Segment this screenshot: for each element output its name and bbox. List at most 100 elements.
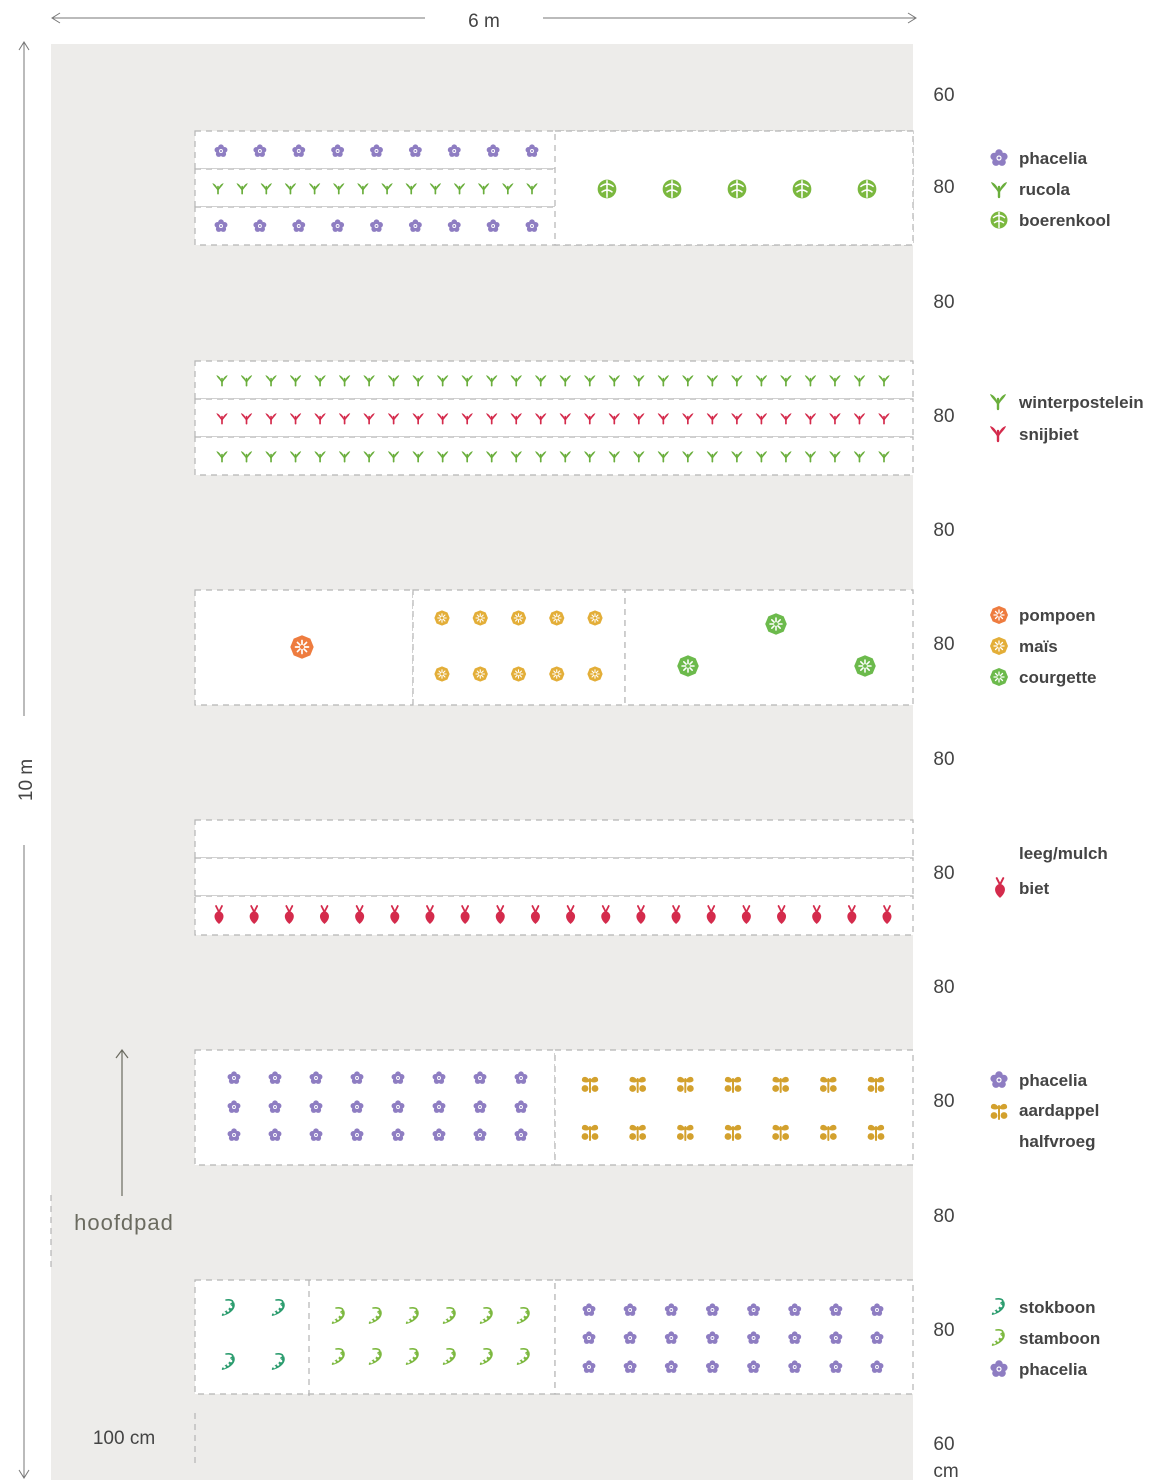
- pompoen-icon: [989, 605, 1009, 625]
- spacing-label: 80: [933, 749, 954, 770]
- spacing-label: 80: [933, 1320, 954, 1341]
- legend-label: phacelia: [1019, 1071, 1088, 1090]
- legend-label: phacelia: [1019, 149, 1088, 168]
- legend-item: phacelia: [990, 149, 1088, 168]
- spacing-label: 80: [933, 520, 954, 541]
- mais-icon: [510, 665, 527, 683]
- legend-label: phacelia: [1019, 1360, 1088, 1379]
- mais-icon: [548, 665, 565, 683]
- bed-section: [194, 436, 914, 476]
- legend-label: winterpostelein: [1018, 393, 1144, 412]
- spacing-label: 80: [933, 977, 954, 998]
- legend-item: phacelia: [990, 1360, 1088, 1379]
- legend-group-bed-5: phacelia aardappel halfvroeg: [989, 1071, 1099, 1151]
- boerenkool-icon: [726, 178, 748, 200]
- pompoen-icon: [289, 634, 315, 660]
- boerenkool-icon: [661, 178, 683, 200]
- legend-label: leeg/mulch: [1019, 844, 1108, 863]
- spacing-label: 80: [933, 1206, 954, 1227]
- mais-icon: [433, 609, 451, 627]
- legend-label: courgette: [1019, 668, 1096, 687]
- bed-section: [412, 589, 626, 706]
- height-label: 10 m: [16, 759, 37, 801]
- courgette-icon: [989, 667, 1009, 687]
- mais-icon: [989, 636, 1009, 656]
- bed-section: [194, 819, 914, 859]
- legend-group-bed-3: pompoen maïs courgette: [989, 605, 1096, 687]
- courgette-icon: [764, 612, 788, 636]
- legend-label: rucola: [1019, 180, 1071, 199]
- main-path-label: hoofdpad: [74, 1210, 174, 1235]
- bed-section: [194, 895, 914, 936]
- unit-label: cm: [933, 1461, 958, 1482]
- spacing-label: 80: [933, 1091, 954, 1112]
- boerenkool-icon: [791, 178, 813, 200]
- phacelia-icon: [990, 1360, 1008, 1377]
- legend-label: maïs: [1019, 637, 1058, 656]
- legend-item: leeg/mulch: [1019, 844, 1108, 863]
- legend-label: biet: [1019, 879, 1050, 898]
- legend-label: boerenkool: [1019, 211, 1111, 230]
- legend-item: boerenkool: [989, 210, 1111, 230]
- legend-item: courgette: [989, 667, 1096, 687]
- legend-item: pompoen: [989, 605, 1096, 625]
- legend-item: maïs: [989, 636, 1058, 656]
- bed-section: [554, 1049, 914, 1166]
- legend-item: rucola: [989, 180, 1071, 199]
- bed-section: [194, 857, 914, 897]
- legend-label: stamboon: [1019, 1329, 1100, 1348]
- legend-item: biet: [993, 877, 1050, 899]
- legend-item: phacelia: [990, 1071, 1088, 1090]
- winterpostelein-icon: [988, 392, 1008, 411]
- spacing-label: 80: [933, 863, 954, 884]
- legend-group-bed-1: phacelia rucola boerenkool: [989, 149, 1111, 230]
- garden-ground: [51, 44, 913, 1480]
- legend-item: stamboon: [991, 1329, 1100, 1348]
- phacelia-icon: [990, 149, 1008, 166]
- courgette-icon: [853, 654, 877, 678]
- mais-icon: [586, 609, 604, 627]
- aardappel-icon: [989, 1102, 1009, 1120]
- legend-item: snijbiet: [988, 424, 1079, 444]
- path-width-label: 100 cm: [93, 1428, 155, 1449]
- snijbiet-icon: [988, 424, 1008, 443]
- phacelia-icon: [990, 1071, 1008, 1088]
- rucola-icon: [989, 180, 1009, 199]
- courgette-icon: [676, 654, 700, 678]
- mais-icon: [548, 609, 565, 627]
- spacing-label: 80: [933, 406, 954, 427]
- spacing-label: 80: [933, 634, 954, 655]
- boerenkool-icon: [856, 178, 878, 200]
- mais-icon: [510, 609, 527, 627]
- mais-icon: [472, 665, 489, 683]
- spacing-labels: 60 80 80 80 80 80 80 80 80 80 80 80 60 c…: [933, 85, 958, 1482]
- legend-label: halfvroeg: [1019, 1132, 1096, 1151]
- bed-section: [194, 360, 914, 400]
- legend-item: stokboon: [991, 1298, 1096, 1317]
- height-dimension: [18, 41, 30, 1479]
- legend-group-bed-6: stokboon stamboon phacelia: [990, 1298, 1100, 1379]
- boerenkool-icon: [989, 210, 1009, 230]
- bed-section: [624, 589, 914, 706]
- spacing-label: 60: [933, 1434, 954, 1455]
- stokboon-icon: [991, 1298, 1006, 1316]
- legend-label: snijbiet: [1019, 425, 1079, 444]
- main-path-arrow: [115, 1049, 129, 1196]
- legend-group-bed-4: leeg/mulch biet: [993, 844, 1108, 899]
- spacing-label: 80: [933, 177, 954, 198]
- legend-group-bed-2: winterpostelein snijbiet: [988, 392, 1144, 444]
- bed-section: [194, 1049, 556, 1166]
- boerenkool-icon: [596, 178, 618, 200]
- legend-item: aardappel: [989, 1101, 1099, 1120]
- width-label: 6 m: [468, 11, 500, 32]
- mais-icon: [433, 665, 451, 683]
- spacing-label: 80: [933, 292, 954, 313]
- mais-icon: [586, 665, 604, 683]
- legend-label: pompoen: [1019, 606, 1096, 625]
- legend-item: winterpostelein: [988, 392, 1144, 412]
- legend-item: halfvroeg: [1019, 1132, 1096, 1151]
- legend-label: aardappel: [1019, 1101, 1099, 1120]
- mais-icon: [472, 609, 489, 627]
- bed-section: [554, 1279, 914, 1395]
